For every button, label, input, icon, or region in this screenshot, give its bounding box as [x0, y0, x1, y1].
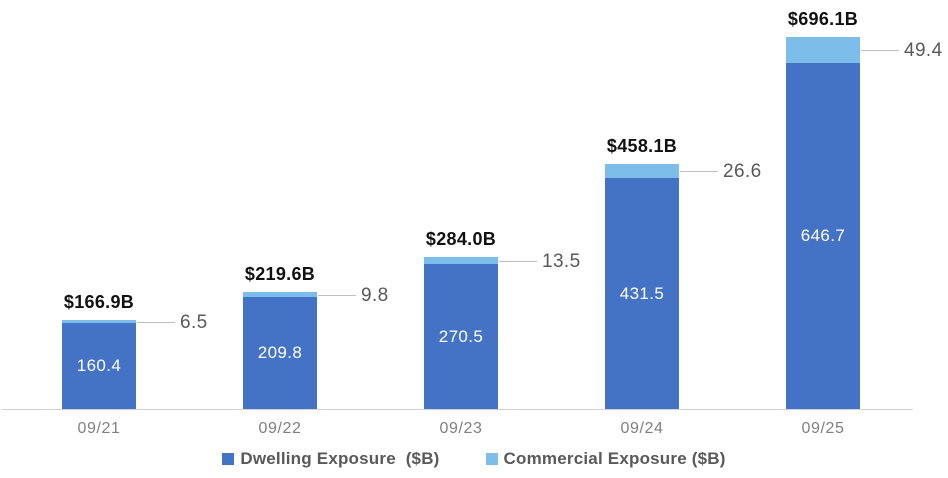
x-tick-label: 09/21: [77, 420, 121, 437]
legend: Dwelling Exposure ($B) Commercial Exposu…: [0, 449, 948, 469]
dwelling-value-label: 431.5: [619, 283, 665, 303]
dwelling-value-label: 160.4: [76, 356, 122, 375]
bar-total-label: $696.1B: [787, 9, 859, 29]
dwelling-value-label: 646.7: [800, 226, 846, 245]
bar-total-label: $166.9B: [63, 292, 135, 312]
x-tick-label: 09/25: [801, 420, 845, 437]
bar-total-label: $284.0B: [425, 229, 497, 249]
dwelling-bar-segment: 431.5: [605, 178, 679, 409]
legend-item-dwelling: Dwelling Exposure ($B): [222, 449, 439, 469]
commercial-callout-label: 13.5: [542, 251, 581, 272]
legend-item-commercial: Commercial Exposure ($B): [485, 449, 726, 469]
x-tick-label: 09/22: [258, 420, 302, 437]
callout-leader-line: [318, 295, 356, 296]
callout-leader-line: [499, 261, 537, 262]
commercial-callout-label: 49.4: [904, 40, 943, 61]
commercial-bar-segment: [243, 292, 317, 297]
bar-total-label: $219.6B: [244, 264, 316, 284]
dwelling-swatch-icon: [222, 453, 235, 465]
commercial-bar-segment: [62, 320, 136, 323]
dwelling-value-label: 209.8: [257, 343, 303, 362]
callout-leader-line: [680, 171, 718, 172]
commercial-callout-label: 6.5: [180, 312, 208, 333]
dwelling-bar-segment: 646.7: [786, 63, 860, 409]
legend-label-commercial: Commercial Exposure ($B): [503, 449, 726, 468]
commercial-callout-label: 26.6: [723, 161, 762, 182]
bar-total-label: $458.1B: [606, 136, 678, 156]
callout-leader-line: [137, 322, 175, 323]
legend-label-dwelling: Dwelling Exposure ($B): [240, 449, 440, 468]
dwelling-bar-segment: 209.8: [243, 297, 317, 409]
dwelling-bar-segment: 160.4: [62, 323, 136, 409]
commercial-callout-label: 9.8: [361, 285, 389, 306]
dwelling-bar-segment: 270.5: [424, 264, 498, 409]
x-axis-line: [2, 409, 913, 410]
x-tick-label: 09/24: [620, 420, 664, 437]
commercial-bar-segment: [786, 37, 860, 63]
commercial-bar-segment: [605, 164, 679, 178]
dwelling-value-label: 270.5: [438, 326, 484, 346]
commercial-bar-segment: [424, 257, 498, 264]
x-tick-label: 09/23: [439, 420, 483, 437]
commercial-swatch-icon: [485, 453, 498, 465]
callout-leader-line: [861, 50, 899, 51]
